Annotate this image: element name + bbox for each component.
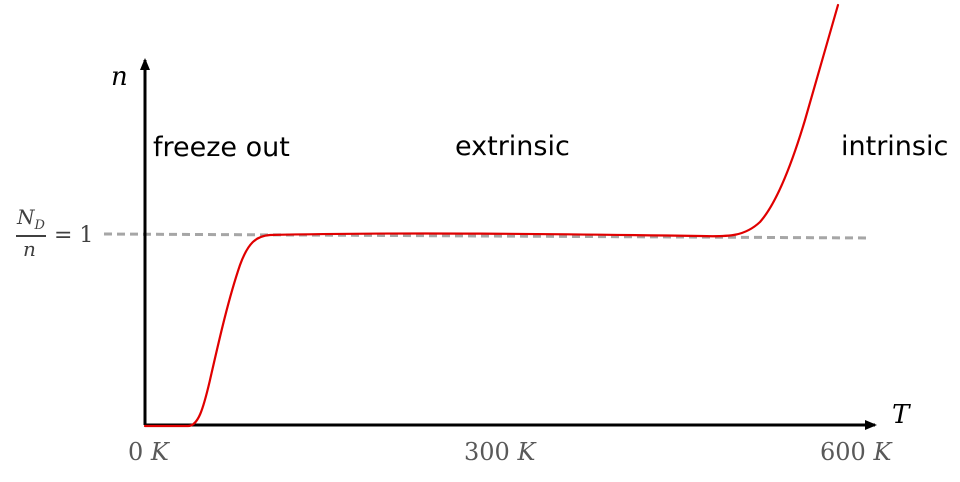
intrinsic-label: intrinsic <box>841 131 949 162</box>
fraction-equals-one: = 1 <box>54 223 94 248</box>
tick-0K-unit: K <box>150 438 169 466</box>
numerator-subscript: D <box>34 218 45 233</box>
concentration-curve <box>143 3 840 428</box>
fraction-denominator: n <box>23 237 36 261</box>
numerator-symbol: N <box>17 205 35 229</box>
tick-300K-unit: K <box>517 438 536 466</box>
freeze-out-label: freeze out <box>153 132 290 163</box>
tick-300K-value: 300 <box>464 438 510 466</box>
tick-0K: 0 K <box>128 440 169 464</box>
tick-600K: 600 K <box>820 440 891 464</box>
extrinsic-label: extrinsic <box>455 131 570 162</box>
reference-dashed-line <box>103 232 871 240</box>
y-axis-label: n <box>111 62 128 92</box>
tick-0K-value: 0 <box>128 438 144 466</box>
tick-300K: 300 K <box>464 440 535 464</box>
fraction-numerator: ND <box>17 207 45 232</box>
tick-600K-value: 600 <box>820 438 866 466</box>
x-axis-label: T <box>892 400 910 430</box>
fraction-bar <box>16 235 46 237</box>
reference-line-label: ND n = 1 <box>14 206 104 266</box>
tick-600K-unit: K <box>873 438 892 466</box>
